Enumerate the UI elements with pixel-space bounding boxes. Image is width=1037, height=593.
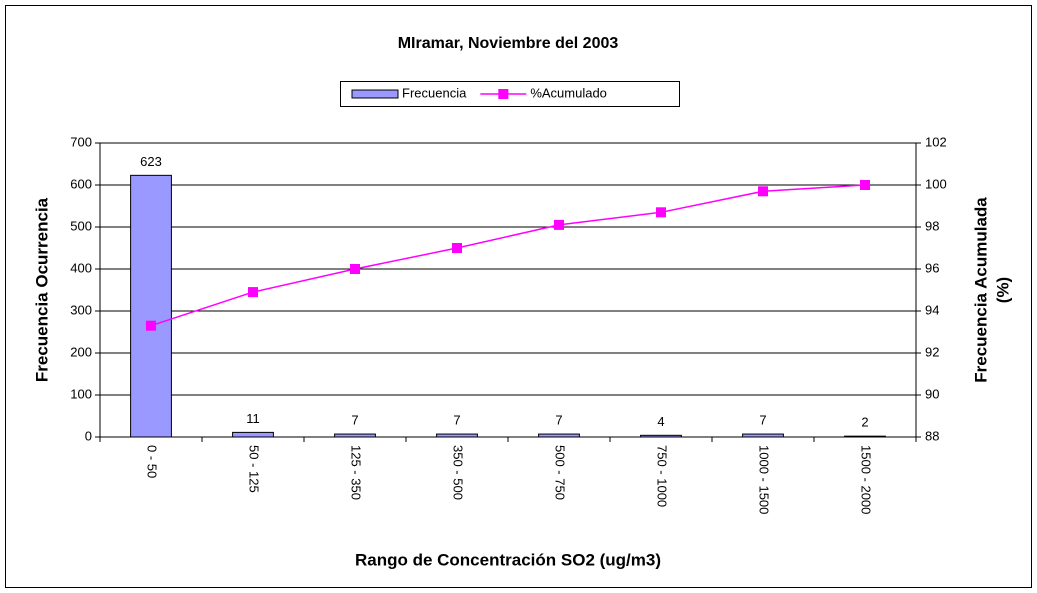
legend-swatch <box>498 89 509 99</box>
data-label: 11 <box>246 411 260 426</box>
marker <box>554 219 564 230</box>
data-label: 7 <box>555 412 562 427</box>
bar <box>844 435 886 438</box>
y-axis-label: Frecuencia Ocurrencia <box>32 197 51 382</box>
x-tick-label: 125 - 350 <box>349 445 364 500</box>
y-tick-label: 200 <box>70 344 92 359</box>
legend-swatch <box>351 89 399 99</box>
y-tick-label: 600 <box>70 176 92 191</box>
y2-tick-label: 88 <box>925 428 939 443</box>
chart-title: MIramar, Noviembre del 2003 <box>398 35 619 52</box>
legend-label: %Acumulado <box>530 85 607 100</box>
y-tick-label: 400 <box>70 260 92 275</box>
y2-tick-label: 90 <box>925 386 939 401</box>
x-tick-label: 50 - 125 <box>247 445 262 493</box>
data-label: 2 <box>861 415 868 430</box>
bar <box>640 434 682 438</box>
y-tick-label: 0 <box>85 428 92 443</box>
x-tick-label: 750 - 1000 <box>655 445 670 507</box>
x-tick-label: 350 - 500 <box>451 445 466 500</box>
y2-tick-label: 102 <box>925 134 947 149</box>
y2-tick-label: 100 <box>925 176 947 191</box>
y2-tick-label: 98 <box>925 218 939 233</box>
y2-tick-label: 94 <box>925 302 939 317</box>
x-tick-label: 500 - 750 <box>553 445 568 500</box>
bar <box>130 174 172 438</box>
bar <box>334 433 376 438</box>
y2-tick-label: 92 <box>925 344 939 359</box>
y2-tick-label: 96 <box>925 260 939 275</box>
x-tick-label: 1500 - 2000 <box>859 445 874 514</box>
y-tick-label: 500 <box>70 218 92 233</box>
y-tick-label: 300 <box>70 302 92 317</box>
line <box>150 184 866 327</box>
marker <box>656 207 666 218</box>
bar <box>232 431 274 438</box>
data-label: 4 <box>657 414 664 429</box>
marker <box>758 186 768 197</box>
legend-label: Frecuencia <box>402 85 467 100</box>
y-tick-label: 100 <box>70 386 92 401</box>
x-tick-label: 1000 - 1500 <box>757 445 772 514</box>
marker <box>350 264 360 274</box>
bar <box>742 433 784 438</box>
y2-axis-label: (%) <box>993 277 1012 303</box>
data-label: 7 <box>759 412 766 427</box>
y2-axis-label: Frecuencia Acumulada <box>971 197 990 383</box>
bar <box>538 433 580 438</box>
marker <box>146 320 156 331</box>
data-label: 7 <box>351 412 358 427</box>
marker <box>248 287 258 298</box>
y-tick-label: 700 <box>70 134 92 149</box>
marker <box>860 180 870 190</box>
data-label: 7 <box>453 412 460 427</box>
data-label: 623 <box>140 154 162 169</box>
x-tick-label: 0 - 50 <box>145 445 160 478</box>
bar <box>436 433 478 438</box>
x-axis-label: Rango de Concentración SO2 (ug/m3) <box>355 550 661 569</box>
marker <box>452 243 462 253</box>
